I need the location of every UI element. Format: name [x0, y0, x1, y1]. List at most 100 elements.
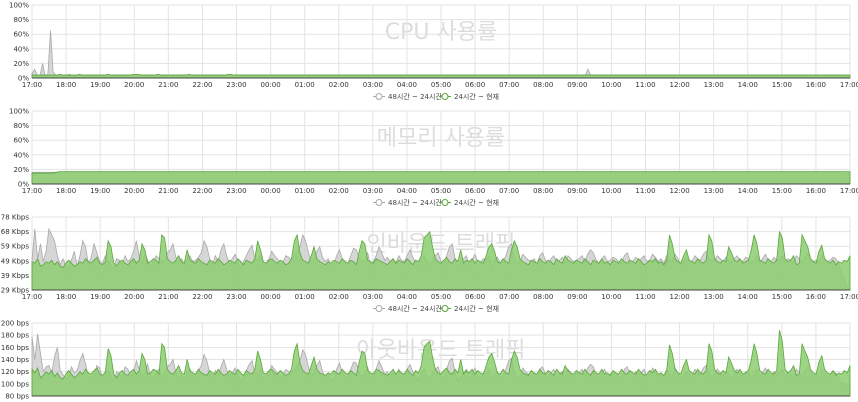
x-tick-label: 17:00: [840, 81, 858, 89]
series-area-current: [31, 73, 851, 79]
y-tick-label: 20%: [13, 166, 29, 174]
y-tick-label: 80 bps: [5, 393, 29, 401]
x-tick-label: 09:00: [567, 187, 587, 195]
x-tick-label: 09:00: [567, 81, 587, 89]
legend-label: 24시간 ~ 현재: [454, 304, 499, 313]
x-tick-label: 12:00: [669, 187, 689, 195]
x-tick-label: 19:00: [90, 293, 110, 301]
legend[interactable]: 48시간 ~ 24시간 24시간 ~ 현재: [373, 92, 499, 101]
x-tick-label: 13:00: [704, 293, 724, 301]
x-tick-label: 23:00: [226, 293, 246, 301]
x-tick-label: 19:00: [90, 187, 110, 195]
x-tick-label: 01:00: [295, 81, 315, 89]
y-tick-label: 100%: [9, 2, 29, 10]
x-tick-label: 21:00: [158, 293, 178, 301]
x-tick-label: 11:00: [635, 293, 655, 301]
x-tick-label: 08:00: [533, 293, 553, 301]
x-tick-label: 14:00: [738, 293, 758, 301]
legend[interactable]: 48시간 ~ 24시간 24시간 ~ 현재: [373, 304, 499, 313]
legend-marker-icon: [441, 305, 449, 312]
legend-marker-icon: [441, 93, 449, 100]
x-tick-label: 02:00: [329, 293, 349, 301]
x-tick-label: 07:00: [499, 81, 519, 89]
y-tick-label: 40%: [13, 45, 29, 53]
x-tick-label: 01:00: [295, 187, 315, 195]
legend[interactable]: 48시간 ~ 24시간 24시간 ~ 현재: [373, 198, 499, 207]
x-tick-label: 18:00: [56, 187, 76, 195]
x-tick-label: 12:00: [669, 293, 689, 301]
x-tick-label: 13:00: [704, 187, 724, 195]
y-tick-label: 120 bps: [1, 368, 29, 376]
y-tick-label: 59 Kbps: [1, 243, 30, 251]
x-tick-label: 04:00: [397, 81, 417, 89]
x-tick-label: 15:00: [772, 293, 792, 301]
legend-label: 24시간 ~ 현재: [454, 198, 499, 207]
x-tick-label: 17:00: [22, 81, 42, 89]
x-tick-label: 15:00: [772, 187, 792, 195]
legend-marker-icon: [375, 93, 383, 100]
y-tick-label: 29 Kbps: [1, 287, 30, 295]
legend-item-current[interactable]: 24시간 ~ 현재: [439, 92, 499, 101]
x-tick-label: 10:00: [601, 293, 621, 301]
series-area-current: [31, 230, 851, 291]
y-tick-label: 160 bps: [1, 344, 29, 352]
x-tick-label: 08:00: [533, 81, 553, 89]
y-tick-label: 200 bps: [1, 320, 29, 328]
x-tick-label: 06:00: [465, 81, 485, 89]
legend-marker-icon: [441, 199, 449, 206]
y-tick-label: 0%: [18, 75, 29, 83]
x-tick-label: 23:00: [226, 81, 246, 89]
x-tick-label: 06:00: [465, 293, 485, 301]
x-tick-label: 00:00: [260, 81, 280, 89]
x-tick-label: 23:00: [226, 187, 246, 195]
x-tick-label: 20:00: [124, 187, 144, 195]
x-tick-label: 16:00: [806, 81, 826, 89]
x-tick-label: 10:00: [601, 187, 621, 195]
x-tick-label: 09:00: [567, 293, 587, 301]
legend-label: 24시간 ~ 현재: [454, 92, 499, 101]
legend-marker-icon: [375, 305, 383, 312]
x-tick-label: 16:00: [806, 293, 826, 301]
x-tick-label: 05:00: [431, 293, 451, 301]
x-tick-label: 17:00: [22, 293, 42, 301]
legend-item-current[interactable]: 24시간 ~ 현재: [439, 198, 499, 207]
y-tick-label: 78 Kbps: [1, 214, 30, 222]
x-tick-label: 06:00: [465, 187, 485, 195]
y-tick-label: 0%: [18, 181, 29, 189]
y-tick-label: 100 bps: [1, 380, 29, 388]
y-tick-label: 60%: [13, 31, 29, 39]
x-tick-label: 08:00: [533, 187, 553, 195]
y-tick-label: 100%: [9, 108, 29, 116]
y-tick-label: 140 bps: [1, 356, 29, 364]
y-tick-label: 180 bps: [1, 332, 29, 340]
x-tick-label: 04:00: [397, 293, 417, 301]
legend-label: 48시간 ~ 24시간: [388, 304, 442, 313]
x-tick-label: 00:00: [260, 187, 280, 195]
x-tick-label: 05:00: [431, 81, 451, 89]
x-tick-label: 18:00: [56, 81, 76, 89]
legend-item-prev[interactable]: 48시간 ~ 24시간: [373, 92, 442, 101]
y-tick-label: 60%: [13, 137, 29, 145]
x-tick-label: 19:00: [90, 81, 110, 89]
y-tick-label: 80%: [13, 122, 29, 130]
x-tick-label: 14:00: [738, 81, 758, 89]
legend-item-prev[interactable]: 48시간 ~ 24시간: [373, 198, 442, 207]
x-tick-label: 13:00: [704, 81, 724, 89]
x-tick-label: 03:00: [363, 293, 383, 301]
legend-item-prev[interactable]: 48시간 ~ 24시간: [373, 304, 442, 313]
x-tick-label: 20:00: [124, 81, 144, 89]
x-tick-label: 00:00: [260, 293, 280, 301]
x-tick-label: 02:00: [329, 81, 349, 89]
legend-item-current[interactable]: 24시간 ~ 현재: [439, 304, 499, 313]
y-tick-label: 20%: [13, 60, 29, 68]
x-tick-label: 21:00: [158, 81, 178, 89]
x-tick-label: 05:00: [431, 187, 451, 195]
x-tick-label: 18:00: [56, 293, 76, 301]
x-tick-label: 22:00: [192, 187, 212, 195]
x-tick-label: 11:00: [635, 187, 655, 195]
